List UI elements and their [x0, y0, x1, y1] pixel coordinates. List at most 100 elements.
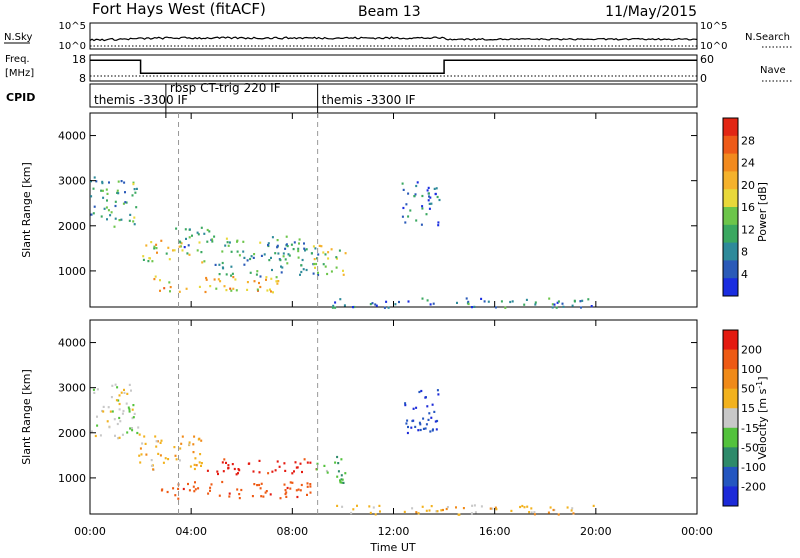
power-cell	[332, 304, 335, 307]
power-cell	[109, 214, 112, 217]
velocity-cell	[159, 454, 162, 457]
velocity-cell	[118, 408, 121, 411]
power-cell	[432, 302, 435, 305]
power-cell	[324, 265, 327, 268]
power-cell	[243, 263, 246, 266]
velocity-cell	[337, 470, 340, 473]
power-cell	[277, 252, 280, 255]
power-cell	[282, 255, 285, 258]
freq-label: Freq.	[5, 54, 30, 65]
nsky-tick-bottom: 10^0	[59, 41, 86, 52]
power-cell	[285, 243, 288, 246]
velocity-cell	[530, 507, 533, 510]
velocity-cell	[336, 504, 339, 507]
power-cell	[336, 257, 338, 260]
velocity-cell	[436, 389, 439, 392]
power-cell	[187, 244, 190, 247]
velocity-cell	[126, 431, 129, 434]
power-cell	[298, 238, 301, 241]
velocity-cell	[233, 467, 236, 471]
power-cell	[117, 192, 120, 195]
power-cell	[205, 276, 208, 280]
velocity-cell	[92, 388, 95, 391]
power-cell	[218, 273, 221, 276]
power-cell	[169, 290, 171, 293]
velocity-cell	[238, 497, 241, 500]
power-cell	[114, 217, 117, 220]
cpid-segment-label: rbsp CT-trig 220 IF	[170, 81, 281, 95]
power-cell	[573, 299, 576, 302]
velocity-cell	[216, 470, 219, 473]
velocity-cell	[200, 462, 203, 465]
velocity-cell	[199, 453, 202, 456]
power-cell	[235, 289, 238, 292]
velocity-panel-data	[90, 320, 595, 516]
velocity-cell	[474, 511, 477, 514]
power-cell	[168, 281, 171, 284]
velocity-cell	[415, 406, 418, 409]
velocity-cell	[102, 410, 105, 413]
velocity-cell	[429, 430, 432, 433]
velocity-cell	[115, 399, 118, 402]
velocity-cell	[118, 416, 121, 420]
power-cell	[483, 300, 486, 303]
power-cell	[288, 254, 291, 257]
power-cell	[179, 245, 182, 248]
velocity-cell	[228, 492, 231, 495]
velocity-cell	[339, 479, 341, 482]
velocity-cell	[110, 396, 113, 399]
velocity-cell	[174, 454, 177, 457]
power-cell	[402, 206, 405, 210]
power-cell	[185, 287, 188, 290]
power-cell	[168, 258, 171, 261]
power-cell	[120, 180, 123, 183]
power-cell	[421, 297, 424, 300]
velocity-cell	[114, 383, 117, 386]
velocity-cell	[138, 454, 141, 457]
velocity-cell	[427, 418, 430, 421]
power-cell	[124, 201, 127, 204]
x-tick-label: 08:00	[276, 525, 308, 538]
velocity-cell	[198, 461, 201, 464]
colorbar-swatch	[723, 349, 738, 370]
nsearch-tick-bottom: 10^0	[700, 41, 727, 52]
power-cell	[402, 188, 405, 191]
power-cell	[401, 215, 404, 218]
power-cell	[310, 252, 313, 255]
velocity-cell	[128, 410, 131, 413]
velocity-cell	[131, 427, 133, 430]
power-cell	[230, 250, 233, 253]
velocity-cell	[533, 513, 536, 516]
velocity-cell	[152, 468, 155, 471]
velocity-cell	[123, 391, 126, 394]
velocity-cell	[139, 447, 142, 450]
velocity-cell	[175, 458, 178, 461]
power-cell	[326, 272, 329, 276]
power-cell	[266, 289, 269, 292]
freq-tick-bottom: 8	[79, 72, 86, 85]
power-cell	[169, 286, 172, 289]
velocity-cell	[166, 490, 169, 494]
velocity-cell	[197, 487, 200, 490]
velocity-cell	[161, 488, 164, 491]
power-cell	[301, 258, 304, 262]
power-cell	[188, 236, 191, 239]
power-cell	[116, 189, 119, 192]
power-cell	[480, 297, 483, 300]
velocity-cell	[127, 406, 130, 409]
velocity-cell	[194, 481, 196, 484]
velocity-cell	[217, 472, 219, 476]
freq-tick-top: 18	[72, 53, 86, 66]
velocity-cell	[489, 507, 492, 510]
power-cell	[487, 300, 490, 303]
power-cell	[101, 180, 104, 183]
velocity-cell	[141, 442, 144, 445]
power-cell	[242, 240, 245, 243]
velocity-cell	[437, 393, 440, 396]
power-cell	[420, 223, 423, 226]
velocity-cell	[276, 460, 279, 463]
velocity-cell	[334, 461, 337, 464]
velocity-cell	[118, 394, 121, 397]
velocity-cell	[144, 442, 147, 445]
velocity-cell	[126, 392, 129, 395]
